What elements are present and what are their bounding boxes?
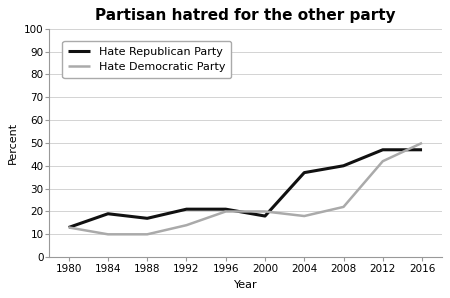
Hate Democratic Party bbox=[144, 232, 150, 236]
Hate Democratic Party bbox=[302, 214, 307, 218]
Line: Hate Republican Party: Hate Republican Party bbox=[69, 150, 422, 227]
Hate Republican Party bbox=[184, 207, 189, 211]
Hate Democratic Party bbox=[66, 226, 72, 229]
Hate Republican Party bbox=[302, 171, 307, 174]
Hate Republican Party bbox=[144, 217, 150, 220]
Hate Republican Party bbox=[419, 148, 425, 152]
Hate Republican Party bbox=[262, 214, 268, 218]
Hate Republican Party bbox=[66, 226, 72, 229]
X-axis label: Year: Year bbox=[234, 280, 257, 290]
Hate Republican Party bbox=[223, 207, 229, 211]
Hate Democratic Party bbox=[262, 210, 268, 213]
Hate Democratic Party bbox=[419, 141, 425, 145]
Hate Democratic Party bbox=[105, 232, 111, 236]
Y-axis label: Percent: Percent bbox=[9, 122, 18, 164]
Hate Democratic Party bbox=[223, 210, 229, 213]
Hate Democratic Party bbox=[380, 159, 386, 163]
Hate Republican Party bbox=[380, 148, 386, 152]
Hate Democratic Party bbox=[184, 224, 189, 227]
Hate Democratic Party bbox=[341, 205, 346, 209]
Title: Partisan hatred for the other party: Partisan hatred for the other party bbox=[95, 8, 396, 23]
Hate Republican Party bbox=[341, 164, 346, 167]
Legend: Hate Republican Party, Hate Democratic Party: Hate Republican Party, Hate Democratic P… bbox=[63, 41, 231, 78]
Hate Republican Party bbox=[105, 212, 111, 215]
Line: Hate Democratic Party: Hate Democratic Party bbox=[69, 143, 422, 234]
